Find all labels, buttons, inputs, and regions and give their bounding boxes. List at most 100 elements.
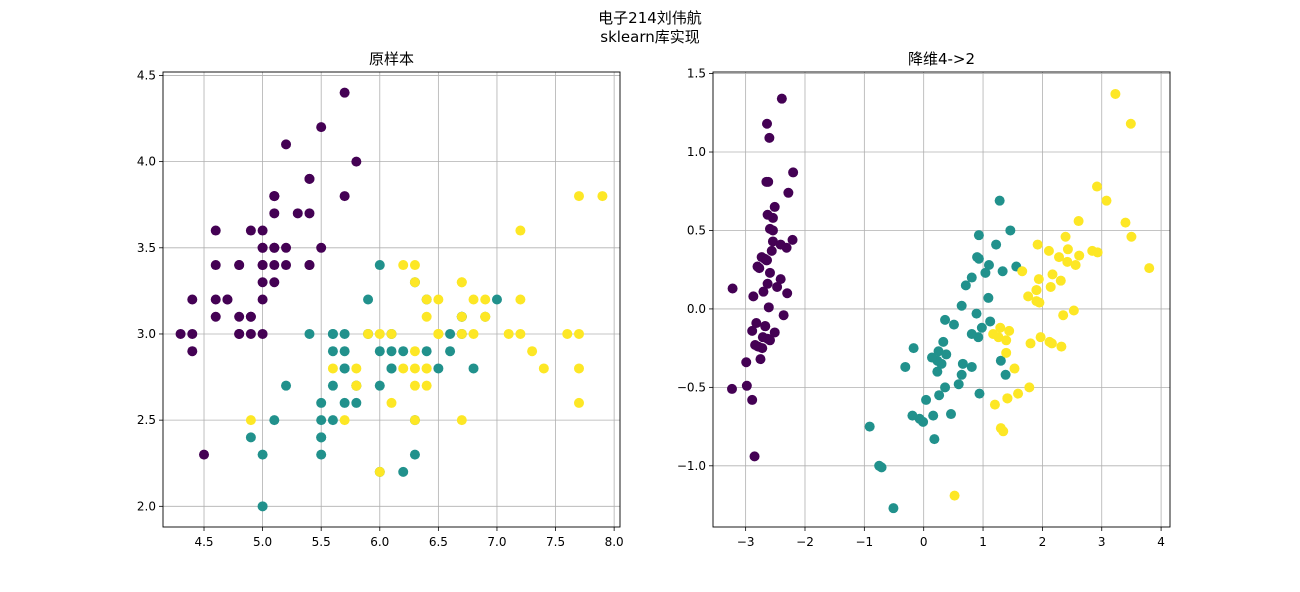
scatter-point: [573, 397, 584, 408]
scatter-point: [480, 294, 491, 305]
scatter-point: [456, 311, 467, 322]
scatter-point: [921, 394, 932, 405]
scatter-point: [1062, 244, 1073, 255]
scatter-point: [398, 260, 409, 271]
scatter-point: [562, 328, 573, 339]
x-tick-label: 6.5: [429, 535, 448, 549]
scatter-point: [934, 390, 945, 401]
scatter-point: [1055, 275, 1066, 286]
scatter-point: [527, 346, 538, 357]
scatter-point: [257, 277, 268, 288]
scatter-point: [983, 259, 994, 270]
scatter-point: [1070, 259, 1081, 270]
scatter-point: [1032, 239, 1043, 250]
scatter-point: [538, 363, 549, 374]
scatter-point: [269, 260, 280, 271]
scatter-point: [762, 278, 773, 289]
scatter-point: [1045, 281, 1056, 292]
x-tick-label: 5.0: [253, 535, 272, 549]
scatter-point: [199, 449, 210, 460]
scatter-point: [222, 294, 233, 305]
axes-title: 原样本: [369, 50, 414, 68]
scatter-point: [573, 363, 584, 374]
scatter-point: [1091, 181, 1102, 192]
scatter-point: [1125, 118, 1136, 129]
y-tick-label: 1.0: [687, 145, 706, 159]
scatter-point: [775, 239, 786, 250]
y-tick-label: 0.5: [687, 223, 706, 237]
scatter-point: [374, 328, 385, 339]
x-tick-label: −1: [855, 535, 873, 549]
scatter-point: [1056, 341, 1067, 352]
scatter-point: [257, 501, 268, 512]
scatter-point: [767, 225, 778, 236]
scatter-point: [468, 294, 479, 305]
scatter-point: [456, 277, 467, 288]
scatter-point: [767, 236, 778, 247]
scatter-point: [1002, 393, 1013, 404]
scatter-point: [386, 363, 397, 374]
x-tick-label: −3: [737, 535, 755, 549]
scatter-point: [339, 328, 350, 339]
scatter-point: [940, 314, 951, 325]
scatter-point: [1047, 269, 1058, 280]
scatter-point: [351, 397, 362, 408]
scatter-point: [1024, 382, 1035, 393]
series-class-2: [245, 191, 608, 477]
scatter-point: [257, 260, 268, 271]
scatter-point: [769, 201, 780, 212]
scatter-point: [1062, 256, 1073, 267]
scatter-point: [864, 421, 875, 432]
scatter-point: [445, 346, 456, 357]
scatter-point: [755, 354, 766, 365]
scatter-point: [398, 466, 409, 477]
x-tick-label: 3: [1098, 535, 1106, 549]
scatter-point: [351, 380, 362, 391]
scatter-point: [988, 329, 999, 340]
scatter-point: [386, 397, 397, 408]
scatter-point: [398, 346, 409, 357]
scatter-point: [991, 239, 1002, 250]
axes-original-samples: 原样本 4.5 5.0 5.5 6.0 6.5 7.0 7.5 8.0 2.0 2.5 3.0 3.5 4…: [137, 50, 624, 549]
scatter-point: [1074, 250, 1085, 261]
scatter-point: [234, 260, 245, 271]
scatter-point: [304, 173, 315, 184]
scatter-point: [936, 358, 947, 369]
scatter-point: [949, 490, 960, 501]
scatter-point: [772, 281, 783, 292]
scatter-point: [515, 294, 526, 305]
scatter-point: [374, 466, 385, 477]
scatter-point: [776, 93, 787, 104]
scatter-point: [1120, 217, 1131, 228]
scatter-point: [750, 340, 761, 350]
series-class-2: [949, 88, 1155, 501]
scatter-point: [351, 363, 362, 374]
scatter-point: [281, 380, 292, 391]
y-tick-label: −0.5: [677, 380, 706, 394]
scatter-point: [374, 260, 385, 271]
scatter-point: [210, 311, 221, 322]
scatter-point: [445, 328, 456, 339]
scatter-point: [409, 277, 420, 288]
scatter-point: [515, 225, 526, 236]
scatter-point: [1144, 263, 1155, 274]
scatter-point: [980, 267, 991, 278]
scatter-point: [468, 328, 479, 339]
scatter-point: [339, 191, 350, 202]
scatter-point: [747, 394, 758, 405]
scatter-point: [989, 399, 1000, 410]
scatter-point: [927, 352, 938, 363]
axes-title: 降维4->2: [908, 50, 975, 68]
scatter-point: [1046, 338, 1057, 349]
series-class-0: [726, 93, 799, 462]
scatter-point: [245, 328, 256, 339]
scatter-point: [1101, 195, 1112, 206]
scatter-point: [398, 363, 409, 374]
scatter-point: [1009, 363, 1020, 374]
scatter-point: [339, 346, 350, 357]
scatter-point: [953, 379, 964, 390]
scatter-point: [1073, 216, 1084, 227]
scatter-point: [957, 358, 968, 369]
scatter-point: [339, 87, 350, 98]
